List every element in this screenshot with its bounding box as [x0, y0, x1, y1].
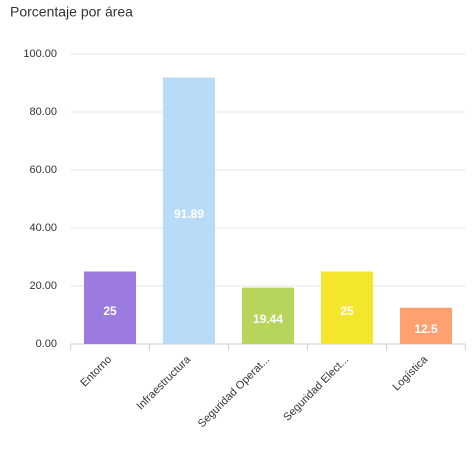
bar [242, 287, 294, 344]
bar [84, 271, 136, 344]
bar [400, 307, 452, 344]
value-label: 25 [340, 304, 354, 318]
y-tick-label: 60.00 [29, 164, 57, 176]
x-tick-label: Seguridad Elect... [281, 354, 351, 424]
bar [321, 271, 373, 344]
x-tick-label: Seguridad Operat... [196, 354, 272, 430]
value-label: 12.5 [414, 322, 438, 336]
y-tick-label: 40.00 [29, 222, 57, 234]
value-label: 91.89 [174, 207, 204, 221]
y-tick-label: 20.00 [29, 280, 57, 292]
bar [163, 77, 215, 345]
chart-title: Porcentaje por área [10, 4, 133, 20]
x-tick-label: Logística [391, 353, 431, 393]
x-tick-label: Entorno [78, 354, 114, 390]
value-label: 19.44 [253, 312, 283, 326]
y-tick-label: 0.00 [36, 338, 57, 350]
value-label: 25 [103, 304, 117, 318]
y-tick-label: 80.00 [29, 106, 57, 118]
y-tick-label: 100.00 [23, 48, 57, 60]
x-tick-label: Infraestructura [135, 353, 194, 412]
